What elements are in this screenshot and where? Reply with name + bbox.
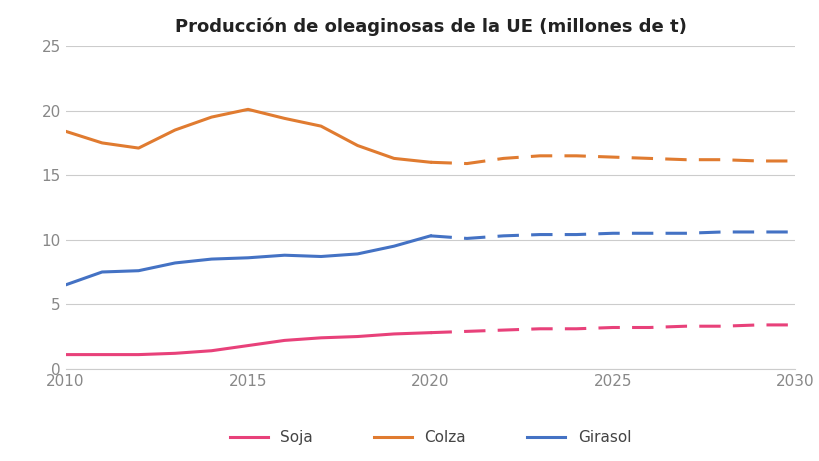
- Legend: Soja, Colza, Girasol: Soja, Colza, Girasol: [224, 424, 636, 451]
- Title: Producción de oleaginosas de la UE (millones de t): Producción de oleaginosas de la UE (mill…: [174, 18, 686, 36]
